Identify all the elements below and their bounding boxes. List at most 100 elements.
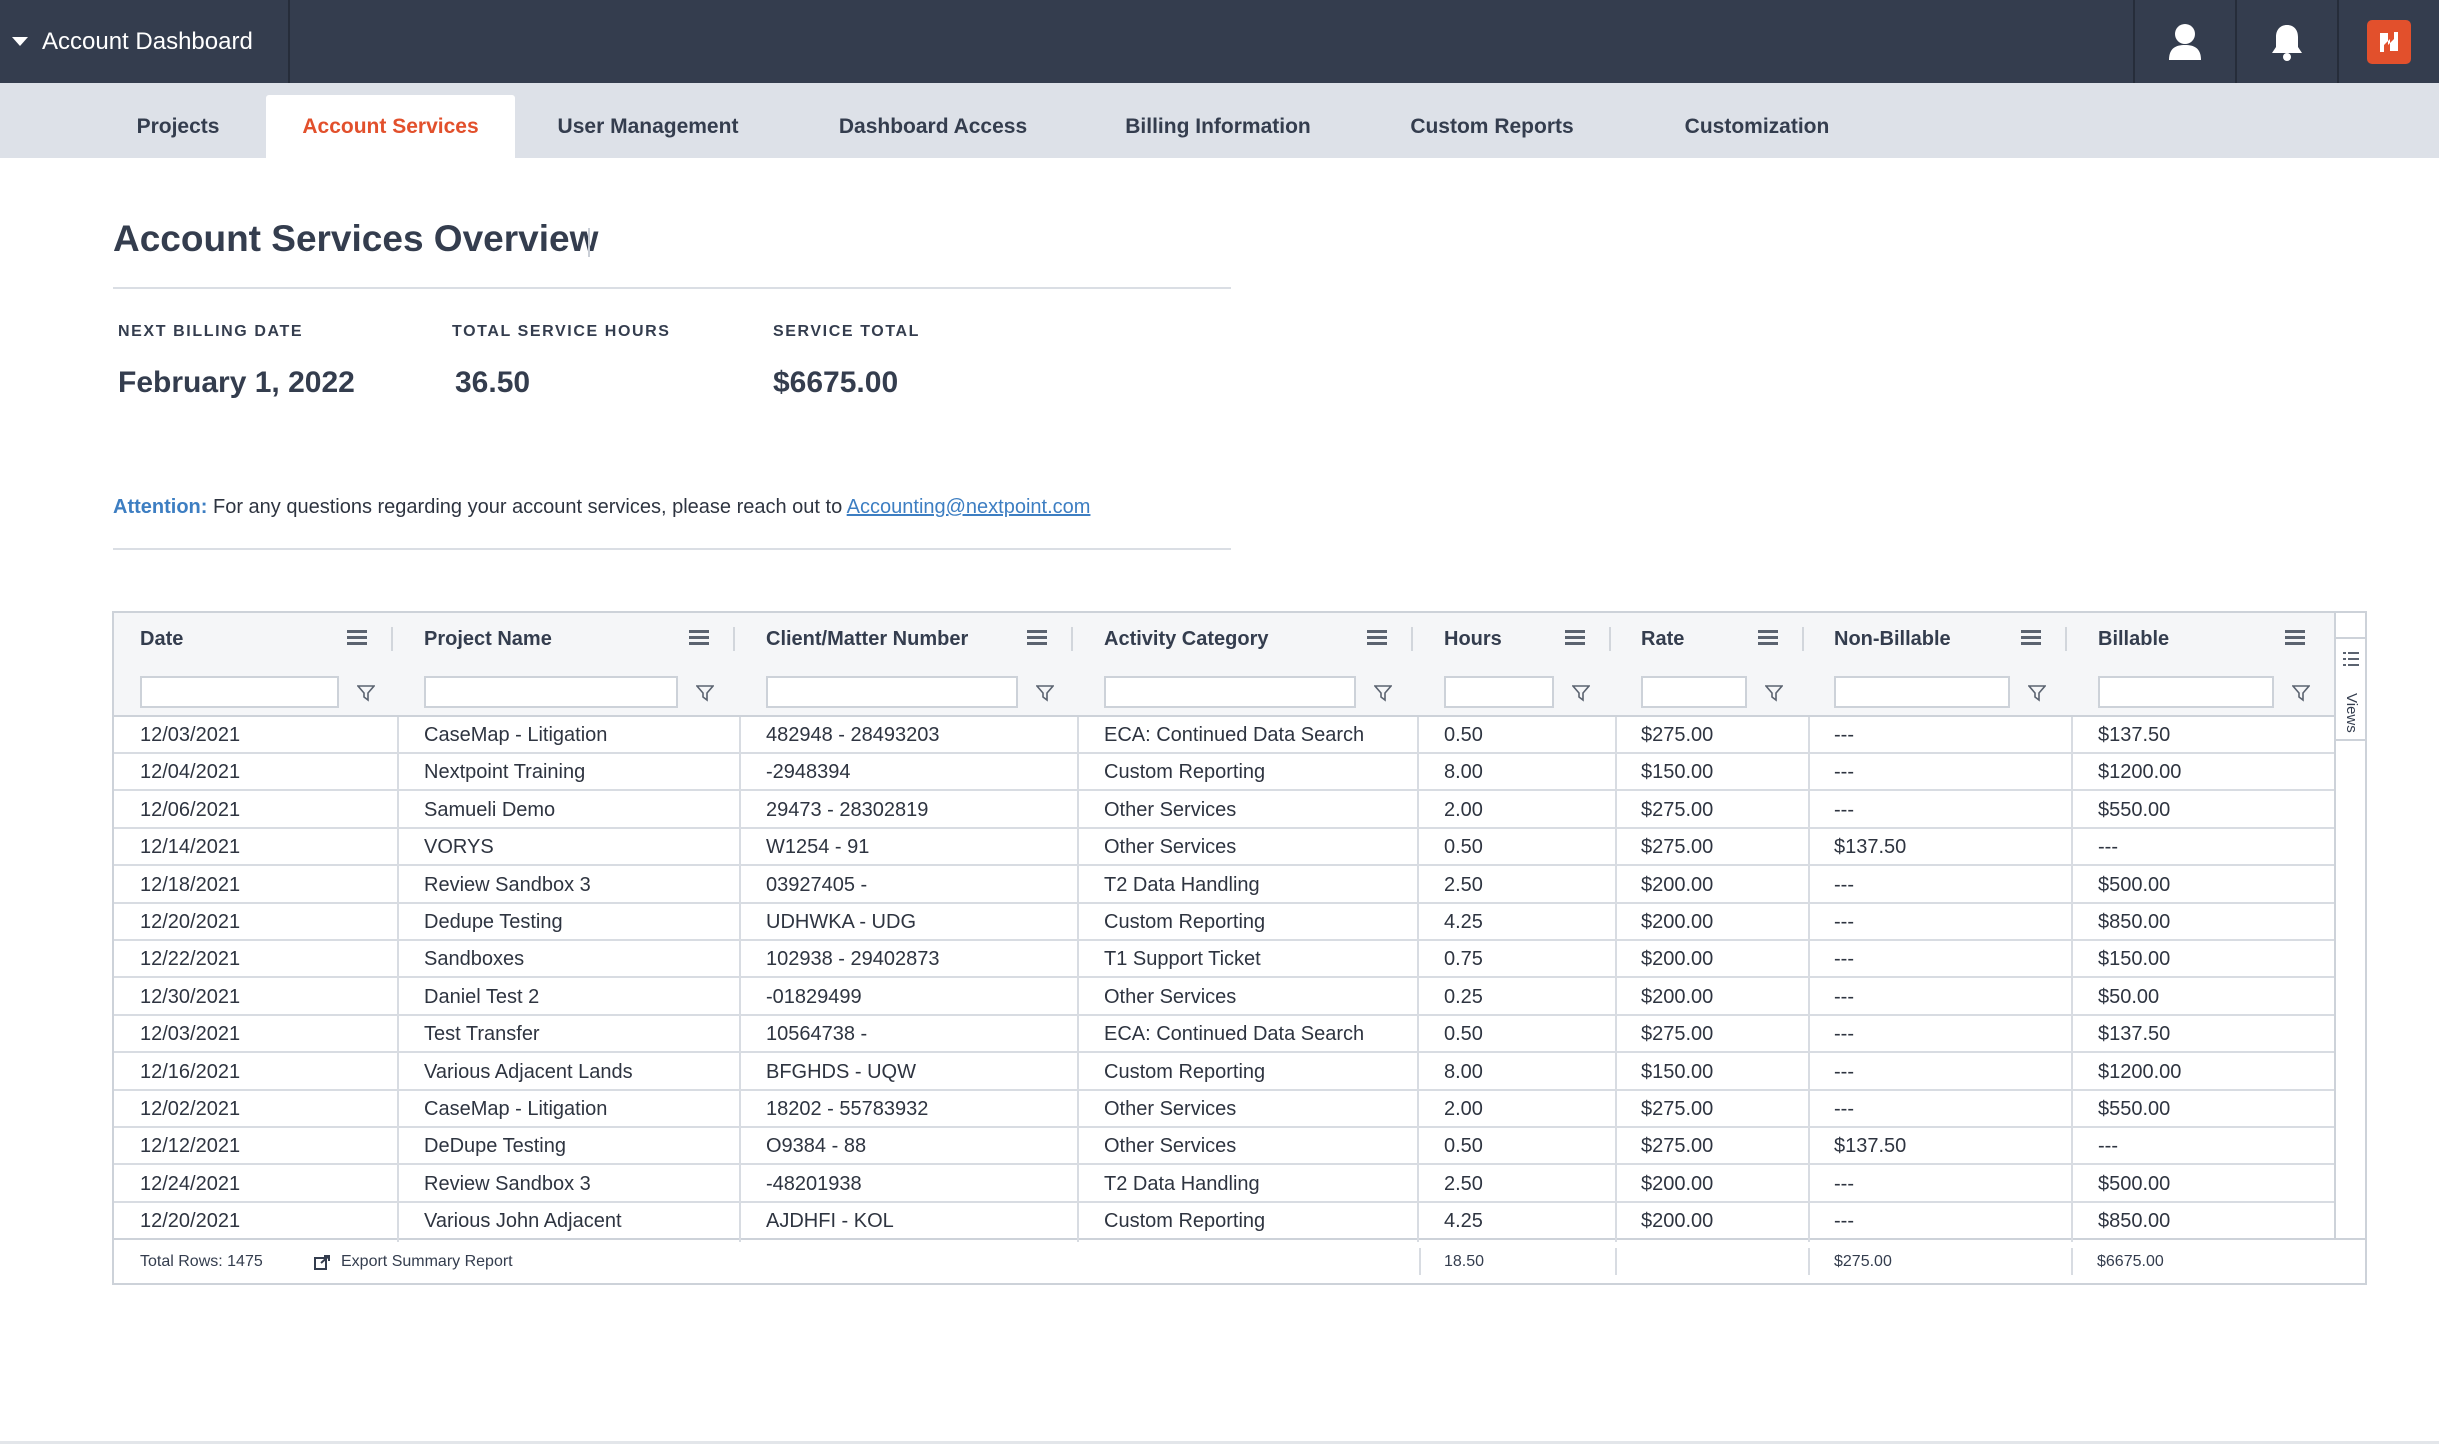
cell-billable: $500.00 [2098, 1172, 2171, 1195]
filter-icon[interactable] [1765, 684, 1783, 702]
table-row[interactable]: 12/14/2021 VORYS W1254 - 91 Other Services 0… [114, 829, 2336, 867]
table-row[interactable]: 12/18/2021 Review Sandbox 3 03927405 - T2 D… [114, 867, 2336, 904]
filter-icon[interactable] [1036, 684, 1054, 702]
cell-project-name: DeDupe Testing [424, 1135, 566, 1158]
filter-icon[interactable] [1572, 684, 1590, 702]
column-separator[interactable] [391, 627, 393, 651]
user-button[interactable] [2133, 0, 2235, 83]
cell-client-matter-number: AJDHFI - KOL [766, 1210, 894, 1233]
table-row[interactable]: 12/12/2021 DeDupe Testing O9384 - 88 Other … [114, 1128, 2336, 1166]
cell-non-billable: $137.50 [1834, 1135, 1907, 1158]
column-header-rate[interactable]: Rate [1641, 613, 1684, 665]
column-separator[interactable] [2065, 627, 2067, 651]
cell-client-matter-number: -2948394 [766, 761, 851, 784]
column-header-hours[interactable]: Hours [1444, 613, 1502, 665]
column-header-label: Billable [2098, 627, 2170, 650]
filter-icon[interactable] [357, 684, 375, 702]
filter-icon[interactable] [1374, 684, 1392, 702]
column-separator[interactable] [1802, 627, 1804, 651]
table-row[interactable]: 12/03/2021 Test Transfer 10564738 - ECA: Co… [114, 1016, 2336, 1054]
export-summary-button[interactable]: Export Summary Report [314, 1240, 513, 1283]
cell-project-name: Review Sandbox 3 [424, 1172, 591, 1195]
footer-separator [1808, 1248, 1810, 1275]
column-header-date[interactable]: Date [140, 613, 183, 665]
cell-rate: $275.00 [1641, 1023, 1714, 1046]
column-menu-icon[interactable] [2285, 630, 2305, 646]
column-menu-icon[interactable] [1758, 630, 1778, 646]
title-divider [588, 228, 590, 257]
table-row[interactable]: 12/06/2021 Samueli Demo 29473 - 28302819 Ot… [114, 792, 2336, 829]
notifications-button[interactable] [2235, 0, 2337, 83]
app-switcher[interactable]: Account Dashboard [0, 0, 290, 83]
cell-non-billable: --- [1834, 798, 1854, 821]
tab-dashboard-access[interactable]: Dashboard Access [838, 114, 1028, 138]
tab-billing-information[interactable]: Billing Information [1125, 114, 1311, 138]
table-row[interactable]: 12/24/2021 Review Sandbox 3 -48201938 T2 Da… [114, 1166, 2336, 1203]
cell-project-name: Various John Adjacent [424, 1210, 622, 1233]
table-row[interactable]: 12/22/2021 Sandboxes 102938 - 29402873 T1 S… [114, 941, 2336, 979]
cell-project-name: Samueli Demo [424, 798, 556, 821]
column-separator[interactable] [1609, 627, 1611, 651]
column-menu-icon[interactable] [1027, 630, 1047, 646]
column-menu-icon[interactable] [689, 630, 709, 646]
column-menu-icon[interactable] [1565, 630, 1585, 646]
cell-activity-category: ECA: Continued Data Search [1104, 724, 1365, 746]
filter-icon[interactable] [696, 684, 714, 702]
cell-activity-category: Custom Reporting [1104, 1060, 1266, 1083]
table-row[interactable]: 12/02/2021 CaseMap - Litigation 18202 - 55… [114, 1091, 2336, 1128]
column-menu-icon[interactable] [1367, 630, 1387, 646]
column-header-client-matter-number[interactable]: Client/Matter Number [766, 613, 968, 665]
table-row[interactable]: 12/20/2021 Various John Adjacent AJDHFI - … [114, 1203, 2336, 1241]
tab-custom-reports[interactable]: Custom Reports [1410, 114, 1574, 138]
column-header-label: Client/Matter Number [766, 627, 969, 650]
column-menu-icon[interactable] [347, 630, 367, 646]
filter-input-date[interactable] [140, 676, 339, 708]
cell-hours: 0.50 [1444, 836, 1483, 859]
tab-account-services[interactable]: Account Services [266, 95, 515, 158]
table-row[interactable]: 12/03/2021 CaseMap - Litigation 482948 - 2… [114, 717, 2336, 754]
column-separator[interactable] [733, 627, 735, 651]
filter-input-non-billable[interactable] [1834, 676, 2010, 708]
filter-input-client-matter-number[interactable] [766, 676, 1018, 708]
column-header-label: Date [140, 627, 184, 650]
tab-user-management[interactable]: User Management [557, 114, 739, 138]
filter-icon[interactable] [2028, 684, 2046, 702]
cell-date: 12/20/2021 [140, 1210, 241, 1233]
column-header-project-name[interactable]: Project Name [424, 613, 552, 665]
table-row[interactable]: 12/30/2021 Daniel Test 2 -01829499 Other Se… [114, 979, 2336, 1016]
cell-activity-category: Custom Reporting [1104, 911, 1266, 933]
next-billing-date-value: February 1, 2022 [118, 366, 355, 399]
app-title: Account Dashboard [42, 27, 253, 55]
column-header-non-billable[interactable]: Non-Billable [1834, 613, 1951, 665]
filter-input-project-name[interactable] [424, 676, 678, 708]
accounting-email-link[interactable]: Accounting@nextpoint.com [846, 496, 1091, 518]
grid-header: Date Project Name Client/Matter Number Acti… [114, 613, 2336, 717]
filter-icon[interactable] [2292, 684, 2310, 702]
cell-date: 12/22/2021 [140, 948, 241, 971]
tab-projects[interactable]: Projects [136, 114, 220, 138]
table-row[interactable]: 12/04/2021 Nextpoint Training -2948394 Cust… [114, 754, 2336, 792]
filter-input-activity-category[interactable] [1104, 676, 1356, 708]
filter-input-rate[interactable] [1641, 676, 1747, 708]
footer-separator [2071, 1248, 2073, 1275]
cell-hours: 0.75 [1444, 948, 1483, 971]
column-separator[interactable] [1071, 627, 1073, 651]
column-menu-icon[interactable] [2021, 630, 2041, 646]
cell-rate: $275.00 [1641, 836, 1714, 859]
column-header-billable[interactable]: Billable [2098, 613, 2169, 665]
tab-customization[interactable]: Customization [1684, 114, 1830, 138]
cell-billable: $550.00 [2098, 798, 2171, 821]
divider [113, 287, 1231, 289]
account-menu-button[interactable] [2337, 0, 2439, 83]
column-separator[interactable] [1411, 627, 1413, 651]
cell-billable: $150.00 [2098, 948, 2171, 971]
table-row[interactable]: 12/16/2021 Various Adjacent Lands BFGHDS -… [114, 1054, 2336, 1091]
column-header-activity-category[interactable]: Activity Category [1104, 613, 1269, 665]
table-row[interactable]: 12/20/2021 Dedupe Testing UDHWKA - UDG Cust… [114, 904, 2336, 941]
cell-activity-category: Custom Reporting [1104, 1210, 1266, 1233]
views-button[interactable]: Views [2336, 637, 2367, 741]
column-divider [1615, 717, 1617, 1242]
cell-non-billable: --- [1834, 1060, 1854, 1083]
filter-input-hours[interactable] [1444, 676, 1554, 708]
filter-input-billable[interactable] [2098, 676, 2274, 708]
